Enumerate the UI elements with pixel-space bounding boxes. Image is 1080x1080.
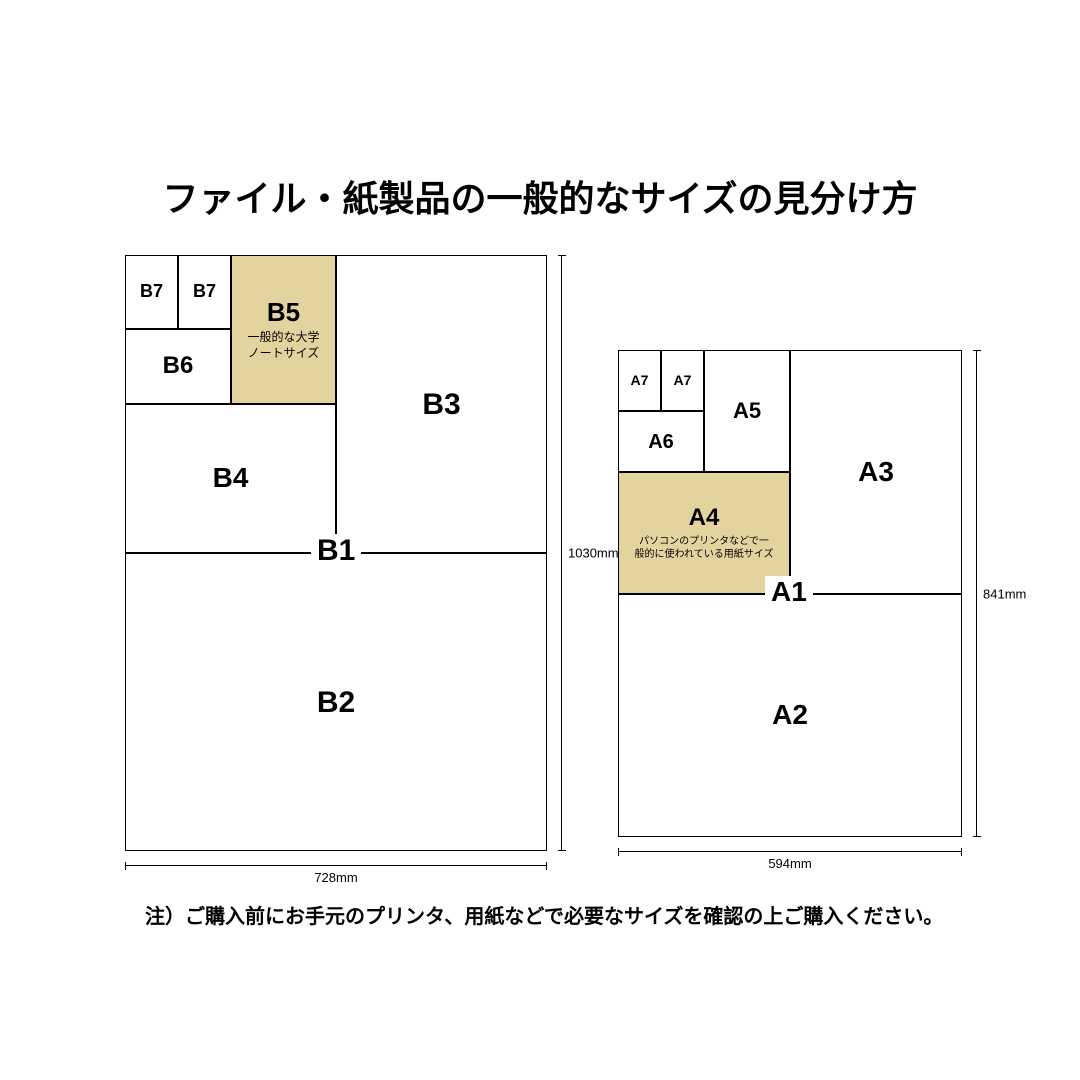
cell-label: B5 (267, 298, 300, 327)
cell-label: B6 (163, 353, 194, 379)
cell-a3: A3 (790, 350, 962, 594)
cell-label: A2 (772, 700, 808, 731)
cell-b6: B6 (125, 329, 231, 404)
a1-overlay-label: A1 (765, 576, 813, 608)
b-dim-height: 1030mm (561, 255, 562, 851)
cell-label: A5 (733, 399, 761, 423)
b1-overlay-label: B1 (311, 534, 361, 568)
a-dim-height: 841mm (976, 350, 977, 837)
cell-a2: A2 (618, 594, 962, 837)
cell-label: B3 (422, 388, 460, 421)
cell-label: A7 (674, 373, 692, 388)
cell-b7a: B7 (125, 255, 178, 329)
dim-label: 728mm (314, 870, 357, 885)
cell-note: 一般的な大学ノートサイズ (247, 330, 319, 361)
a-dim-width: 594mm (618, 851, 962, 852)
cell-a7b: A7 (661, 350, 704, 411)
cell-label: A6 (648, 431, 674, 453)
cell-label: A7 (631, 373, 649, 388)
cell-label: A3 (858, 457, 894, 488)
dim-label: 841mm (983, 586, 1026, 601)
footer-note: 注）ご購入前にお手元のプリンタ、用紙などで必要なサイズを確認の上ご購入ください。 (145, 900, 943, 929)
b-dim-width: 728mm (125, 865, 547, 866)
cell-label: B7 (140, 282, 163, 302)
cell-b7b: B7 (178, 255, 231, 329)
cell-label: B7 (193, 282, 216, 302)
cell-label: B2 (317, 686, 355, 719)
cell-b5: B5 一般的な大学ノートサイズ (231, 255, 336, 404)
cell-b3: B3 (336, 255, 547, 553)
cell-a5: A5 (704, 350, 790, 472)
cell-b2: B2 (125, 553, 547, 851)
cell-label: B4 (213, 463, 249, 494)
cell-label: A4 (689, 505, 720, 531)
cell-a7a: A7 (618, 350, 661, 411)
cell-a6: A6 (618, 411, 704, 472)
page-title: ファイル・紙製品の一般的なサイズの見分け方 (100, 170, 980, 222)
cell-b4: B4 (125, 404, 336, 553)
dim-label: 594mm (768, 856, 811, 871)
dim-label: 1030mm (568, 546, 619, 561)
cell-note: パソコンのプリンタなどで一般的に使われている用紙サイズ (635, 535, 774, 561)
